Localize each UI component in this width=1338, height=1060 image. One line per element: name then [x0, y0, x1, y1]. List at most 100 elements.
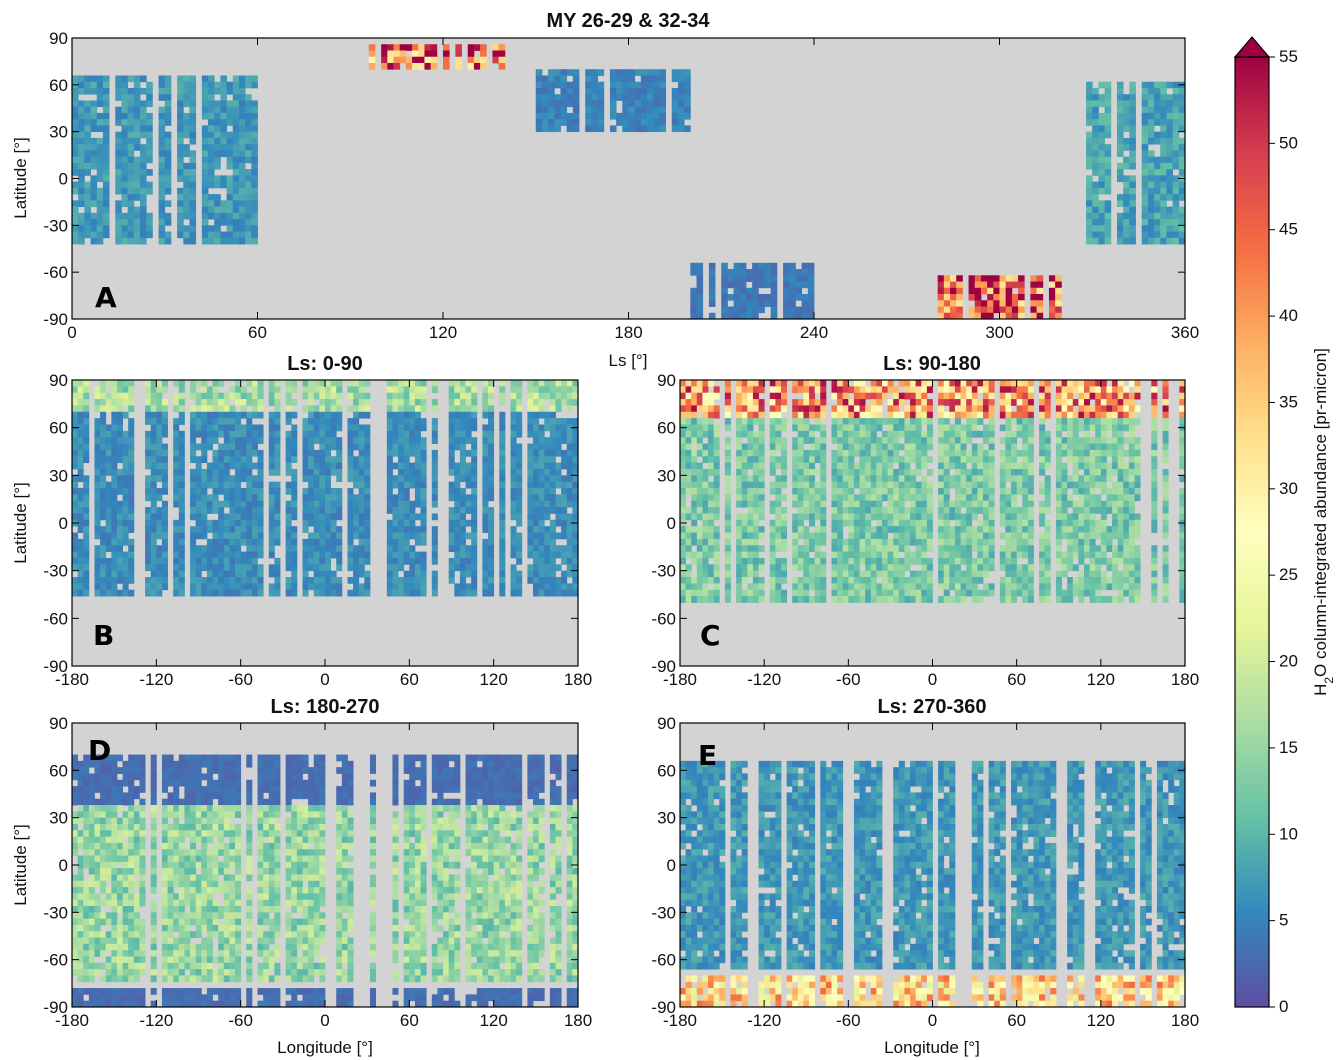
heatmap-cell — [223, 392, 230, 400]
heatmap-cell — [78, 169, 85, 176]
heatmap-cell — [544, 462, 551, 470]
heatmap-cell — [128, 380, 135, 387]
heatmap-cell — [727, 306, 735, 314]
heatmap-cell — [448, 456, 455, 464]
heatmap-cell — [115, 187, 122, 195]
heatmap-cell — [887, 545, 894, 552]
heatmap-cell — [482, 538, 489, 546]
heatmap-cell — [814, 564, 821, 572]
heatmap-cell — [842, 488, 849, 495]
heatmap-cell — [1141, 137, 1149, 145]
heatmap-cell — [1092, 181, 1099, 189]
heatmap-cell — [201, 443, 208, 451]
heatmap-cell — [223, 532, 230, 540]
heatmap-cell — [572, 583, 579, 591]
heatmap-cell — [195, 475, 202, 483]
heatmap-cell — [1141, 194, 1149, 201]
heatmap-cell — [747, 399, 754, 406]
heatmap-cell — [803, 596, 810, 603]
heatmap-cell — [403, 538, 410, 546]
heatmap-cell — [680, 589, 687, 597]
heatmap-cell — [910, 405, 917, 413]
heatmap-cell — [465, 399, 472, 406]
heatmap-cell — [680, 443, 687, 451]
heatmap-cell — [111, 386, 118, 394]
heatmap-cell — [950, 312, 957, 320]
heatmap-cell — [177, 75, 184, 83]
heatmap-cell — [1104, 150, 1112, 158]
heatmap-cell — [848, 507, 855, 514]
heatmap-cell — [105, 557, 112, 565]
heatmap-cell — [177, 119, 184, 126]
heatmap-cell — [274, 468, 281, 476]
heatmap-cell — [809, 545, 816, 552]
heatmap-cell — [842, 500, 849, 508]
heatmap-cell — [680, 380, 687, 387]
heatmap-cell — [251, 131, 258, 139]
heatmap-cell — [173, 443, 180, 451]
heatmap-cell — [177, 200, 184, 207]
heatmap-cell — [741, 570, 748, 578]
heatmap-cell — [853, 532, 860, 540]
heatmap-cell — [814, 468, 821, 476]
heatmap-cell — [499, 475, 506, 483]
heatmap-cell — [235, 589, 242, 597]
heatmap-cell — [220, 212, 227, 220]
heatmap-cell — [156, 386, 163, 394]
heatmap-cell — [752, 405, 759, 413]
heatmap-cell — [535, 119, 543, 126]
heatmap-cell — [189, 125, 197, 133]
heatmap-cell — [387, 50, 394, 58]
heatmap-cell — [572, 380, 579, 387]
heatmap-cell — [232, 137, 240, 145]
heatmap-cell — [482, 449, 489, 457]
heatmap-cell — [1116, 137, 1124, 145]
heatmap-cell — [691, 557, 698, 565]
heatmap-cell — [1116, 87, 1124, 95]
heatmap-cell — [364, 462, 371, 470]
heatmap-cell — [201, 468, 208, 476]
heatmap-cell — [140, 144, 147, 151]
heatmap-cell — [792, 545, 799, 552]
heatmap-cell — [77, 500, 84, 508]
heatmap-cell — [353, 577, 360, 584]
heatmap-cell — [257, 449, 264, 457]
heatmap-cell — [358, 481, 365, 489]
heatmap-cell — [566, 557, 573, 565]
heatmap-cell — [691, 468, 698, 476]
heatmap-cell — [510, 418, 517, 425]
heatmap-cell — [535, 75, 543, 83]
heatmap-cell — [336, 538, 343, 546]
heatmap-cell — [308, 577, 315, 584]
heatmap-cell — [223, 405, 230, 413]
heatmap-cell — [1086, 81, 1093, 89]
heatmap-cell — [454, 500, 461, 508]
heatmap-cell — [708, 507, 715, 514]
heatmap-cell — [775, 411, 782, 419]
heatmap-cell — [865, 437, 872, 444]
heatmap-cell — [392, 500, 399, 508]
heatmap-cell — [353, 519, 360, 527]
heatmap-cell — [572, 94, 580, 101]
heatmap-cell — [1141, 181, 1149, 189]
heatmap-cell — [1104, 131, 1112, 139]
heatmap-cell — [392, 430, 399, 438]
heatmap-cell — [178, 456, 185, 464]
heatmap-cell — [96, 200, 104, 207]
heatmap-cell — [251, 200, 258, 207]
heatmap-cell — [544, 411, 551, 419]
heatmap-cell — [431, 589, 438, 597]
heatmap-cell — [111, 475, 118, 483]
heatmap-cell — [736, 500, 743, 508]
heatmap-cell — [721, 262, 728, 270]
heatmap-cell — [482, 405, 489, 413]
heatmap-cell — [987, 275, 994, 282]
heatmap-cell — [232, 187, 240, 195]
heatmap-cell — [803, 418, 810, 425]
heatmap-cell — [950, 306, 957, 314]
heatmap-cell — [993, 300, 1000, 307]
heatmap-cell — [353, 526, 360, 533]
heatmap-cell — [591, 87, 598, 95]
heatmap-cell — [121, 175, 129, 183]
heatmap-cell — [471, 507, 478, 514]
